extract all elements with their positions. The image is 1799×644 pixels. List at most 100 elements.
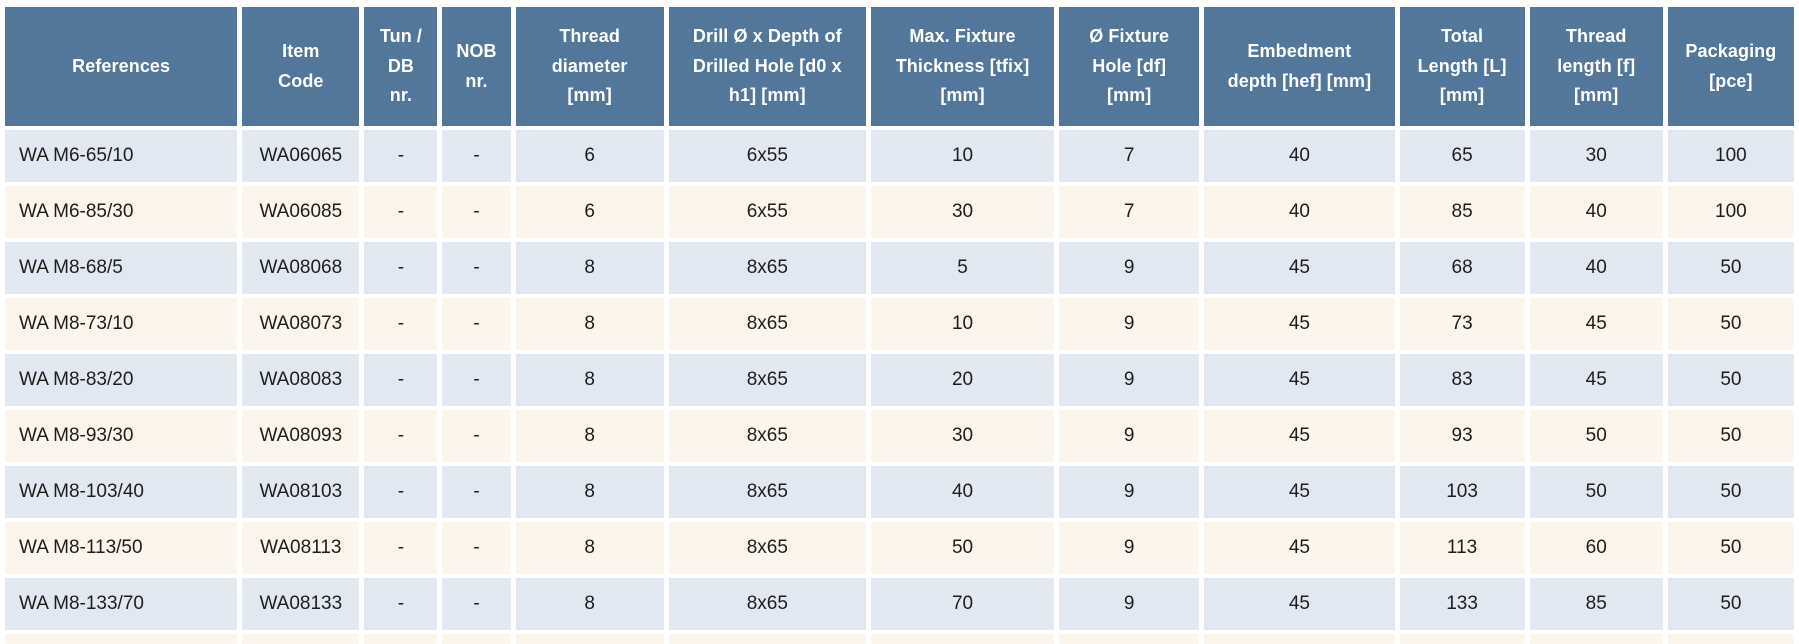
cell-nob_nr: - <box>442 466 511 518</box>
cell-embedment_depth: 45 <box>1204 634 1395 644</box>
cell-references: WA M6-85/30 <box>5 186 238 238</box>
cell-thread_length: 60 <box>1529 522 1663 574</box>
cell-item_code: WA06065 <box>242 130 360 182</box>
header-cell-embedment_depth: Embedment depth [hef] [mm] <box>1204 7 1395 126</box>
cell-tun_db_nr: - <box>364 298 438 350</box>
cell-thread_diameter: 8 <box>515 354 664 406</box>
cell-item_code: WA08103 <box>242 466 360 518</box>
cell-embedment_depth: 45 <box>1204 354 1395 406</box>
cell-thread_diameter: 8 <box>515 298 664 350</box>
cell-thread_length: 50 <box>1529 410 1663 462</box>
cell-item_code: WA08163 <box>242 634 360 644</box>
cell-packaging: 50 <box>1667 354 1794 406</box>
table-row: WA M8-103/40 WA08103- -8 8x65 40 9 45 103 50 50 <box>5 466 1794 518</box>
cell-thread_length: 40 <box>1529 242 1663 294</box>
cell-max_fixture_thickness: 50 <box>870 522 1055 574</box>
cell-references: WA M8-93/30 <box>5 410 238 462</box>
cell-drill_dia_depth: 8x65 <box>668 242 866 294</box>
cell-thread_length: 45 <box>1529 298 1663 350</box>
header-cell-references: References <box>5 7 238 126</box>
cell-thread_diameter: 6 <box>515 130 664 182</box>
cell-thread_length: 45 <box>1529 354 1663 406</box>
cell-max_fixture_thickness: 30 <box>870 186 1055 238</box>
table-row: WA M6-85/30 WA06085- -6 6x55 30 7 40 85 40 100 <box>5 186 1794 238</box>
cell-embedment_depth: 45 <box>1204 466 1395 518</box>
cell-packaging: 50 <box>1667 578 1794 630</box>
cell-tun_db_nr: - <box>364 130 438 182</box>
cell-item_code: WA08093 <box>242 410 360 462</box>
cell-embedment_depth: 45 <box>1204 242 1395 294</box>
cell-drill_dia_depth: 8x65 <box>668 522 866 574</box>
cell-references: WA M8-103/40 <box>5 466 238 518</box>
cell-drill_dia_depth: 8x65 <box>668 410 866 462</box>
cell-fixture_hole_dia: 9 <box>1059 634 1200 644</box>
cell-tun_db_nr: - <box>364 578 438 630</box>
cell-tun_db_nr: - <box>364 410 438 462</box>
cell-total_length: 113 <box>1399 522 1525 574</box>
cell-tun_db_nr: - <box>364 242 438 294</box>
cell-thread_diameter: 8 <box>515 522 664 574</box>
cell-nob_nr: - <box>442 130 511 182</box>
cell-drill_dia_depth: 8x65 <box>668 578 866 630</box>
cell-packaging: 50 <box>1667 634 1794 644</box>
cell-embedment_depth: 45 <box>1204 522 1395 574</box>
cell-tun_db_nr: - <box>364 522 438 574</box>
table-row: WA M8-113/50 WA08113- -8 8x65 50 9 45 113 60 50 <box>5 522 1794 574</box>
cell-thread_diameter: 8 <box>515 242 664 294</box>
table-row: WA M8-93/30 WA08093- -8 8x65 30 9 45 93 50 50 <box>5 410 1794 462</box>
cell-fixture_hole_dia: 9 <box>1059 242 1200 294</box>
cell-tun_db_nr: - <box>364 186 438 238</box>
header-cell-thread_diameter: Thread diameter [mm] <box>515 7 664 126</box>
cell-references: WA M8-83/20 <box>5 354 238 406</box>
cell-embedment_depth: 45 <box>1204 410 1395 462</box>
cell-embedment_depth: 40 <box>1204 186 1395 238</box>
cell-thread_length: 30 <box>1529 130 1663 182</box>
cell-tun_db_nr: - <box>364 354 438 406</box>
cell-nob_nr: - <box>442 578 511 630</box>
cell-fixture_hole_dia: 9 <box>1059 298 1200 350</box>
table-row: WA M8-73/10 WA08073- -8 8x65 10 9 45 73 45 50 <box>5 298 1794 350</box>
cell-fixture_hole_dia: 7 <box>1059 186 1200 238</box>
cell-references: WA M8-163/100 <box>5 634 238 644</box>
header-cell-total_length: Total Length [L] [mm] <box>1399 7 1525 126</box>
cell-max_fixture_thickness: 100 <box>870 634 1055 644</box>
cell-references: WA M8-73/10 <box>5 298 238 350</box>
product-spec-table: References Item Code Tun / DB nr. NOB nr. Th… <box>0 3 1799 644</box>
header-cell-item_code: Item Code <box>242 7 360 126</box>
cell-total_length: 133 <box>1399 578 1525 630</box>
header-cell-fixture_hole_dia: Ø Fixture Hole [df] [mm] <box>1059 7 1200 126</box>
cell-thread_diameter: 8 <box>515 578 664 630</box>
header-cell-packaging: Packaging [pce] <box>1667 7 1794 126</box>
cell-max_fixture_thickness: 20 <box>870 354 1055 406</box>
cell-max_fixture_thickness: 5 <box>870 242 1055 294</box>
cell-thread_diameter: 8 <box>515 410 664 462</box>
cell-thread_diameter: 8 <box>515 466 664 518</box>
cell-total_length: 93 <box>1399 410 1525 462</box>
cell-max_fixture_thickness: 40 <box>870 466 1055 518</box>
header-cell-max_fixture_thickness: Max. Fixture Thickness [tfix] [mm] <box>870 7 1055 126</box>
header-cell-tun_db_nr: Tun / DB nr. <box>364 7 438 126</box>
cell-fixture_hole_dia: 9 <box>1059 466 1200 518</box>
cell-embedment_depth: 40 <box>1204 130 1395 182</box>
cell-nob_nr: - <box>442 186 511 238</box>
cell-thread_length: 100 <box>1529 634 1663 644</box>
cell-item_code: WA08083 <box>242 354 360 406</box>
cell-nob_nr: - <box>442 242 511 294</box>
cell-drill_dia_depth: 8x65 <box>668 298 866 350</box>
cell-total_length: 85 <box>1399 186 1525 238</box>
cell-packaging: 50 <box>1667 242 1794 294</box>
cell-nob_nr: - <box>442 354 511 406</box>
cell-total_length: 163 <box>1399 634 1525 644</box>
cell-thread_diameter: 6 <box>515 186 664 238</box>
cell-references: WA M8-113/50 <box>5 522 238 574</box>
cell-drill_dia_depth: 6x55 <box>668 130 866 182</box>
cell-total_length: 65 <box>1399 130 1525 182</box>
cell-nob_nr: - <box>442 634 511 644</box>
cell-packaging: 100 <box>1667 186 1794 238</box>
cell-item_code: WA08073 <box>242 298 360 350</box>
cell-item_code: WA08068 <box>242 242 360 294</box>
cell-packaging: 100 <box>1667 130 1794 182</box>
cell-nob_nr: - <box>442 522 511 574</box>
cell-max_fixture_thickness: 70 <box>870 578 1055 630</box>
